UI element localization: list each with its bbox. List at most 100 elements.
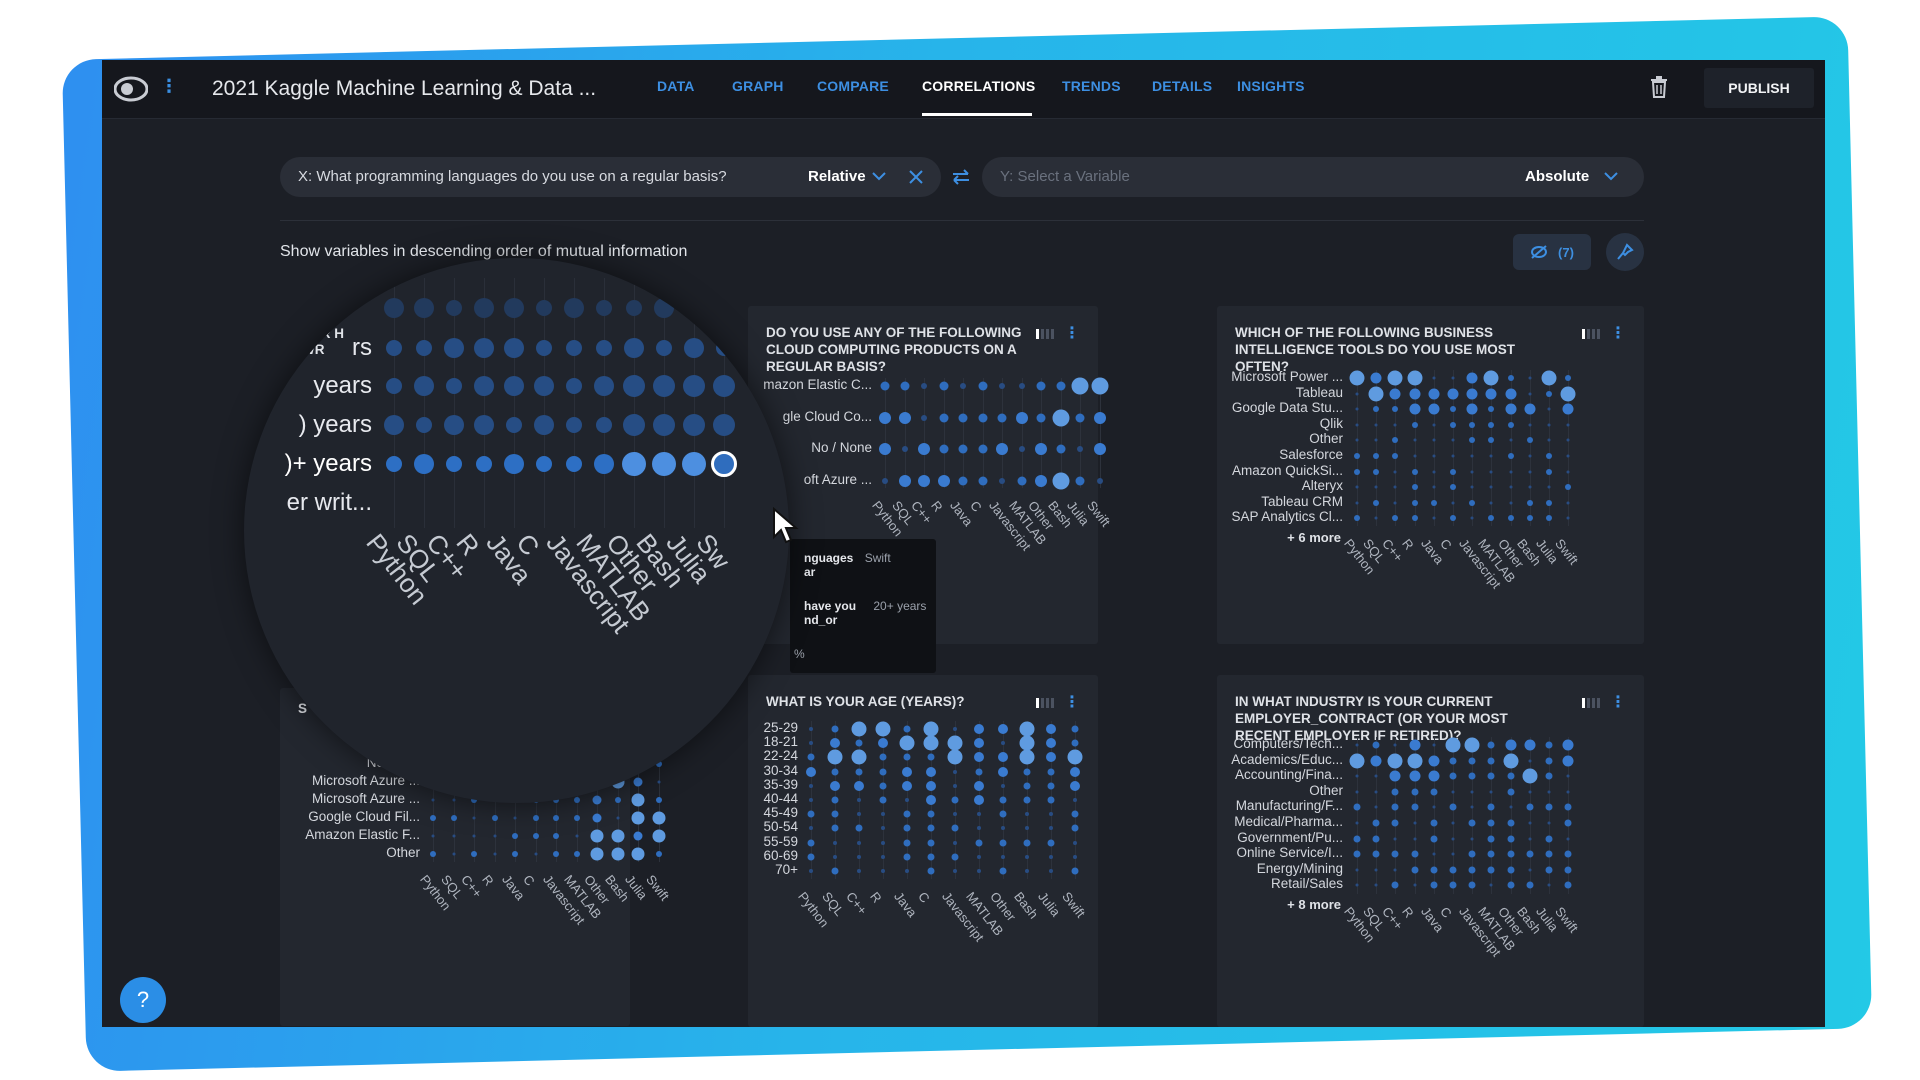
data-dot[interactable] [1503, 753, 1519, 769]
data-dot[interactable] [926, 795, 936, 805]
data-dot[interactable] [1522, 768, 1538, 784]
data-dot[interactable] [1485, 388, 1497, 400]
tab-insights[interactable]: INSIGHTS [1237, 78, 1305, 94]
data-dot[interactable] [1091, 377, 1108, 395]
data-dot[interactable] [444, 415, 464, 435]
data-dot[interactable] [1353, 803, 1361, 811]
data-dot[interactable] [857, 798, 861, 802]
data-dot[interactable] [472, 834, 476, 838]
data-dot[interactable] [506, 417, 522, 433]
data-dot[interactable] [1507, 835, 1515, 843]
data-dot[interactable] [903, 753, 911, 761]
data-dot[interactable] [1071, 810, 1079, 818]
data-dot[interactable] [655, 851, 662, 857]
data-dot[interactable] [1469, 499, 1476, 506]
data-dot[interactable] [1450, 515, 1456, 522]
data-dot[interactable] [1487, 741, 1495, 749]
data-dot[interactable] [1524, 403, 1536, 415]
data-dot[interactable] [1071, 867, 1079, 875]
data-dot[interactable] [974, 724, 984, 734]
data-dot[interactable] [1469, 437, 1476, 444]
data-dot[interactable] [1566, 423, 1570, 427]
data-dot[interactable] [534, 415, 554, 435]
data-dot[interactable] [1526, 850, 1534, 858]
data-dot[interactable] [857, 854, 861, 859]
data-dot[interactable] [855, 768, 863, 776]
data-dot[interactable] [716, 340, 732, 356]
data-dot[interactable] [594, 376, 614, 396]
data-dot[interactable] [1355, 743, 1359, 747]
sort-bars-icon[interactable] [1582, 698, 1600, 708]
data-dot[interactable] [1025, 854, 1029, 859]
data-dot[interactable] [1488, 406, 1495, 413]
data-dot[interactable] [1470, 454, 1474, 458]
data-dot[interactable] [1488, 437, 1495, 444]
data-dot[interactable] [596, 300, 612, 316]
data-dot[interactable] [1052, 409, 1069, 426]
data-dot[interactable] [653, 414, 675, 436]
data-dot[interactable] [1387, 370, 1403, 386]
data-dot[interactable] [1507, 819, 1515, 827]
data-dot[interactable] [631, 811, 645, 825]
data-dot[interactable] [1545, 757, 1553, 765]
data-dot[interactable] [1017, 476, 1026, 485]
data-dot[interactable] [921, 414, 927, 421]
data-dot[interactable] [1507, 515, 1514, 522]
data-dot[interactable] [1545, 772, 1553, 780]
data-dot[interactable] [923, 721, 939, 737]
data-dot[interactable] [918, 474, 930, 487]
data-dot[interactable] [807, 853, 815, 861]
data-dot[interactable] [1451, 790, 1455, 794]
data-dot[interactable] [1505, 403, 1517, 415]
data-dot[interactable] [807, 839, 815, 847]
data-dot[interactable] [1566, 516, 1570, 520]
data-dot[interactable] [1528, 376, 1532, 380]
data-dot[interactable] [1392, 437, 1399, 444]
data-dot[interactable] [1528, 759, 1532, 763]
data-dot[interactable] [880, 381, 890, 391]
data-dot[interactable] [881, 812, 885, 817]
data-dot[interactable] [1373, 406, 1380, 413]
data-dot[interactable] [1509, 805, 1513, 809]
data-dot[interactable] [1023, 768, 1031, 776]
data-dot[interactable] [1046, 752, 1056, 763]
data-dot[interactable] [999, 839, 1007, 847]
data-dot[interactable] [881, 854, 885, 859]
data-dot[interactable] [1449, 866, 1457, 874]
data-dot[interactable] [878, 738, 888, 749]
data-dot[interactable] [927, 839, 935, 847]
data-dot[interactable] [1370, 755, 1382, 767]
data-dot[interactable] [1075, 476, 1085, 485]
data-dot[interactable] [594, 454, 614, 474]
data-dot[interactable] [1487, 866, 1495, 874]
data-dot[interactable] [1545, 850, 1553, 858]
data-dot[interactable] [1432, 805, 1436, 809]
data-dot[interactable] [1546, 499, 1552, 506]
data-dot[interactable] [1432, 438, 1436, 442]
data-dot[interactable] [1451, 376, 1455, 380]
data-dot[interactable] [1355, 407, 1359, 411]
data-dot[interactable] [1373, 468, 1380, 475]
data-dot[interactable] [1470, 470, 1474, 474]
data-dot[interactable] [851, 749, 867, 765]
data-dot[interactable] [714, 298, 734, 318]
data-dot[interactable] [1562, 755, 1574, 767]
data-dot[interactable] [534, 376, 554, 396]
data-dot[interactable] [1432, 470, 1436, 474]
data-dot[interactable] [626, 300, 642, 316]
data-dot[interactable] [830, 738, 840, 749]
data-dot[interactable] [431, 834, 435, 838]
data-dot[interactable] [1071, 377, 1089, 395]
data-dot[interactable] [631, 847, 645, 861]
data-dot[interactable] [1052, 472, 1069, 489]
data-dot[interactable] [1547, 423, 1551, 427]
data-dot[interactable] [978, 444, 987, 454]
data-dot[interactable] [590, 847, 604, 861]
data-dot[interactable] [999, 477, 1005, 484]
data-dot[interactable] [1035, 474, 1047, 487]
data-dot[interactable] [978, 381, 987, 391]
data-dot[interactable] [1049, 812, 1053, 817]
data-dot[interactable] [1036, 381, 1046, 391]
data-dot[interactable] [1070, 780, 1080, 791]
data-dot[interactable] [974, 738, 984, 749]
